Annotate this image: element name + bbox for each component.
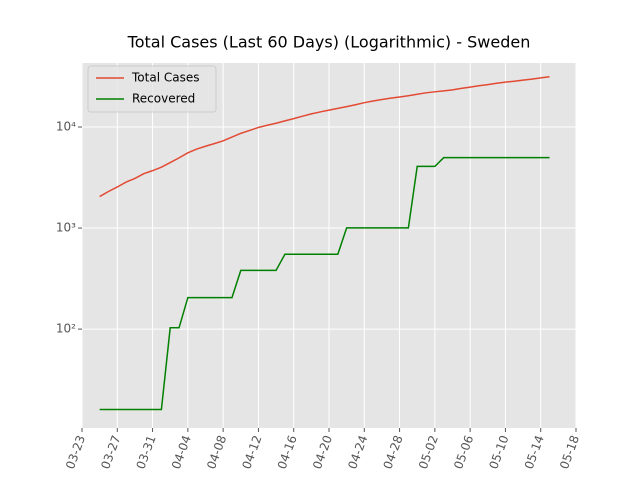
chart-title: Total Cases (Last 60 Days) (Logarithmic)… xyxy=(127,33,531,52)
grid xyxy=(81,63,577,428)
x-tick-label: 04-04 xyxy=(169,433,194,471)
series-line xyxy=(99,76,550,198)
y-tick-label: 10⁴ xyxy=(56,120,76,134)
series-line xyxy=(99,156,550,411)
x-tick-label: 05-10 xyxy=(486,433,511,471)
x-tick-label: 04-20 xyxy=(310,433,335,471)
legend-label: Total Cases xyxy=(131,71,199,85)
y-tick-label: 10² xyxy=(56,322,76,336)
x-tick-label: 03-23 xyxy=(63,433,88,471)
x-tick-label: 05-06 xyxy=(451,433,476,471)
x-tick-label: 04-08 xyxy=(204,433,229,471)
x-tick-label: 04-12 xyxy=(239,433,264,471)
x-tick-label: 05-02 xyxy=(416,433,441,471)
y-tick-label: 10³ xyxy=(56,221,76,235)
x-tick-label: 05-18 xyxy=(557,433,582,471)
x-tick-label: 04-16 xyxy=(275,433,300,471)
x-tick-label: 04-28 xyxy=(381,433,406,471)
legend: Total Cases Recovered xyxy=(87,65,217,113)
x-tick-label: 03-31 xyxy=(134,433,159,471)
x-tick-label: 03-27 xyxy=(98,433,123,471)
x-tick-label: 04-24 xyxy=(345,433,370,471)
legend-label: Recovered xyxy=(132,92,195,106)
x-tick-label: 05-14 xyxy=(522,433,547,471)
